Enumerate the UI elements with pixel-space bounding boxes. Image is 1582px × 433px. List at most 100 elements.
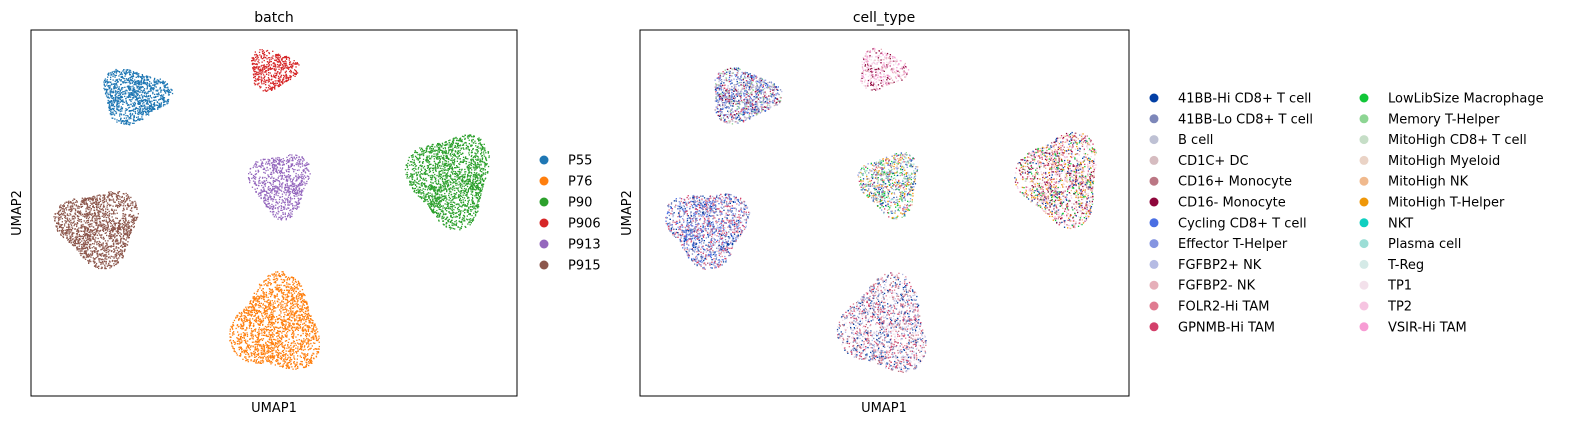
point-P913 [263, 189, 265, 191]
point-P55 [153, 103, 155, 105]
point-P90 [434, 155, 436, 157]
point-P90 [470, 203, 472, 206]
point-P915 [91, 203, 93, 205]
point-P90 [404, 168, 407, 171]
point-P90 [459, 183, 461, 185]
point-P913 [258, 170, 260, 172]
point-P90 [452, 213, 455, 216]
point-P913 [280, 215, 282, 217]
point-P55 [155, 81, 157, 84]
point-P915 [72, 215, 74, 217]
point-P55 [115, 96, 117, 98]
point-P913 [301, 175, 303, 177]
point-P90 [425, 180, 428, 182]
point-P55 [144, 100, 146, 102]
point-P906 [270, 87, 272, 89]
point-P906 [254, 66, 256, 69]
point-P55 [154, 93, 156, 96]
point-P90 [422, 151, 424, 153]
point-P906 [277, 75, 280, 77]
point-P55 [146, 88, 148, 90]
point-P55 [129, 70, 131, 72]
point-P55 [111, 83, 113, 85]
point-P913 [249, 171, 251, 173]
point-P90 [435, 194, 437, 196]
point-P55 [114, 100, 116, 102]
point-P90 [454, 160, 456, 162]
point-P913 [298, 161, 300, 163]
point-P913 [298, 187, 300, 189]
point-P906 [293, 63, 296, 65]
point-P55 [134, 83, 136, 85]
point-P55 [119, 93, 121, 96]
point-P90 [447, 151, 450, 153]
point-P55 [120, 107, 122, 110]
point-P90 [479, 139, 481, 141]
point-P90 [432, 171, 435, 174]
point-P906 [283, 74, 285, 77]
point-P90 [464, 174, 466, 176]
point-P90 [454, 189, 456, 192]
point-P55 [116, 78, 118, 81]
point-P915 [115, 217, 117, 219]
point-P90 [437, 153, 439, 156]
point-P90 [461, 183, 463, 185]
point-P913 [278, 157, 281, 159]
point-P913 [260, 191, 262, 193]
point-P90 [459, 227, 461, 229]
point-P913 [265, 204, 267, 206]
point-P90 [452, 173, 454, 175]
point-P90 [482, 148, 484, 150]
point-P90 [470, 163, 472, 165]
point-P913 [273, 205, 275, 207]
point-P55 [119, 93, 122, 95]
point-P55 [136, 93, 139, 95]
point-P55 [122, 82, 124, 84]
point-P913 [281, 193, 284, 195]
point-P55 [153, 105, 156, 107]
point-P55 [128, 71, 130, 73]
point-P55 [124, 110, 127, 112]
point-P55 [106, 79, 108, 81]
point-P90 [448, 179, 450, 181]
point-P913 [274, 207, 276, 210]
point-P90 [467, 191, 469, 193]
point-P90 [425, 170, 428, 172]
point-P90 [452, 156, 454, 158]
point-P55 [135, 76, 137, 78]
point-P90 [432, 210, 434, 212]
point-P90 [450, 182, 452, 184]
point-P906 [267, 69, 270, 71]
point-P90 [432, 167, 434, 170]
point-P90 [475, 189, 477, 191]
point-P90 [448, 226, 451, 229]
point-P906 [289, 61, 292, 63]
point-P90 [422, 173, 424, 175]
point-P90 [467, 209, 469, 211]
point-P55 [130, 115, 132, 117]
point-P906 [266, 58, 268, 60]
point-P90 [456, 166, 458, 168]
point-P90 [447, 203, 449, 206]
point-P90 [411, 177, 413, 179]
point-P906 [278, 58, 280, 60]
point-P90 [438, 219, 440, 221]
point-P55 [122, 99, 124, 101]
point-P913 [293, 188, 296, 191]
point-P90 [446, 143, 448, 145]
point-P906 [271, 89, 273, 91]
point-P915 [96, 199, 99, 202]
point-P913 [269, 181, 271, 184]
point-P906 [258, 66, 260, 68]
point-P913 [265, 170, 267, 172]
point-P913 [296, 185, 298, 187]
point-P915 [64, 234, 67, 236]
point-P913 [282, 160, 284, 162]
point-P90 [429, 157, 431, 159]
point-P906 [274, 85, 276, 88]
point-P55 [164, 86, 166, 88]
point-P913 [285, 160, 288, 162]
point-P90 [481, 152, 483, 154]
point-P913 [258, 185, 260, 187]
point-P915 [125, 214, 127, 216]
